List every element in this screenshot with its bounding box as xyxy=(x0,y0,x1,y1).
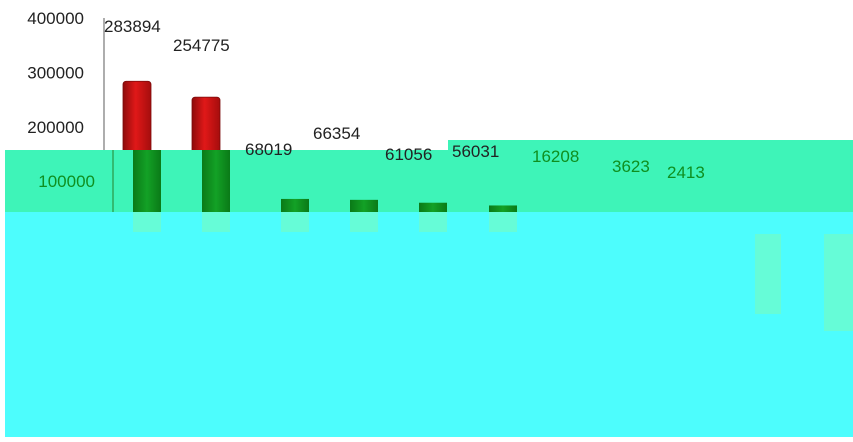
y-tick-label: 400000 xyxy=(27,9,84,28)
bar-ghost xyxy=(202,150,230,212)
y-tick-label: 200000 xyxy=(27,118,84,137)
y-tick-label: 300000 xyxy=(27,64,84,83)
bar-ghost-faint xyxy=(133,212,161,232)
bar-value-label: 254775 xyxy=(173,36,230,55)
bar-ghost xyxy=(489,205,517,212)
bar-value-label: 3623 xyxy=(612,157,650,176)
bar-value-label: 66354 xyxy=(313,124,360,143)
bar-ghost-faint xyxy=(350,212,378,232)
bar-ghost-faint xyxy=(489,212,517,232)
bar-ghost-faint xyxy=(281,212,309,232)
bar-ghost-faint xyxy=(202,212,230,232)
bar-ghost-faint xyxy=(419,212,447,232)
overlay-ghost-block xyxy=(824,234,853,331)
bar-value-label: 61056 xyxy=(385,145,432,164)
bar-ghost xyxy=(133,150,161,212)
bar-value-label: 283894 xyxy=(104,17,161,36)
bar-ghost xyxy=(419,202,447,212)
bar-value-label: 16208 xyxy=(532,147,579,166)
bar-ghost xyxy=(350,199,378,212)
bar-value-label: 68019 xyxy=(245,140,292,159)
bar-value-label: 2413 xyxy=(667,163,705,182)
bar-ghost xyxy=(281,198,309,212)
overlay-band-strip xyxy=(448,140,853,150)
bar-value-label: 56031 xyxy=(452,142,499,161)
overlay-band-main xyxy=(5,212,853,437)
overlay-ghost-block xyxy=(755,234,781,314)
y-tick-label-ghost: 100000 xyxy=(38,172,95,191)
